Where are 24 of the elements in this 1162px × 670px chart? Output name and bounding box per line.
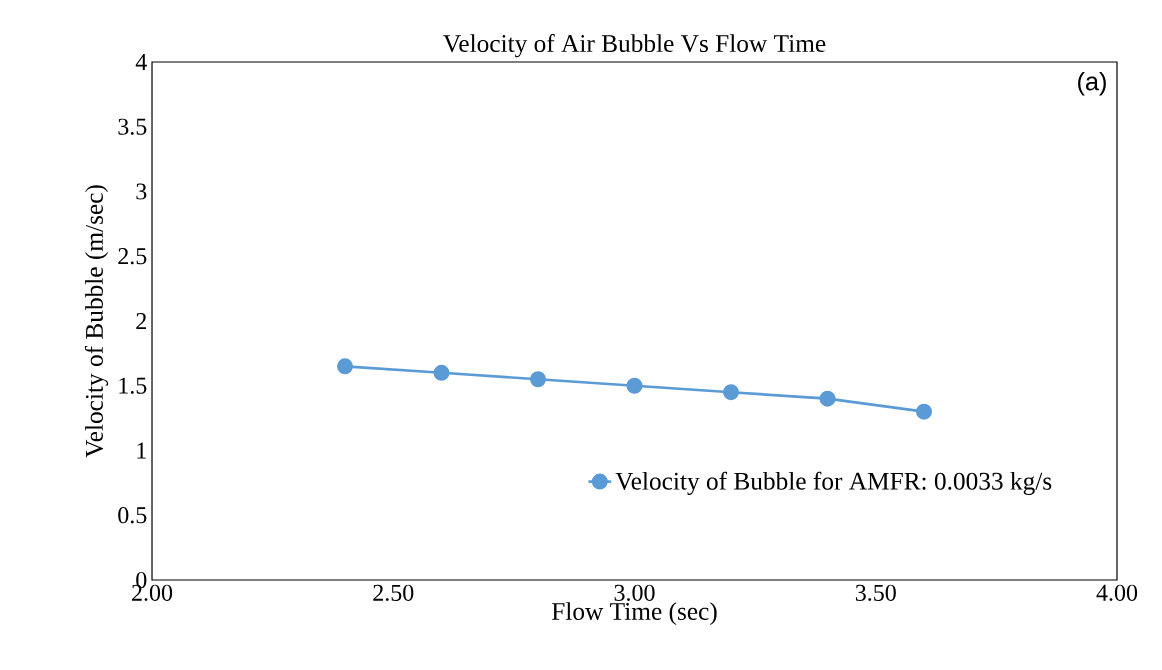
chart-title: Velocity of Air Bubble Vs Flow Time [443,33,826,58]
x-tick-label: 3.00 [614,584,655,601]
annotation: (a) [1078,71,1106,96]
y-tick-label: 3 [136,183,147,200]
x-tick-label: 4.00 [1096,584,1138,601]
point [916,403,933,420]
point [337,358,354,375]
legend-label: Velocity of Bubble for AMFR: 0.0033 kg/s [615,471,1052,495]
y-tick-label: 0.5 [118,507,147,524]
y-tick-label: 1 [137,442,146,459]
point [433,364,450,381]
point [819,390,836,407]
y-tick-label: 3.5 [118,118,147,135]
y-tick-label: 2.5 [118,248,147,265]
point [723,384,740,401]
x-tick-label: 2.50 [373,584,414,601]
y-tick-label: 2 [136,313,146,329]
point [530,371,547,388]
y-axis-title: Velocity of Bubble (m/sec) [84,185,109,458]
x-axis-title: Flow Time (sec) [551,602,717,626]
y-tick-label: 1.5 [119,377,147,394]
y-tick-label: 4 [135,54,147,70]
x-tick-label: 3.50 [855,584,896,601]
point [626,377,643,394]
